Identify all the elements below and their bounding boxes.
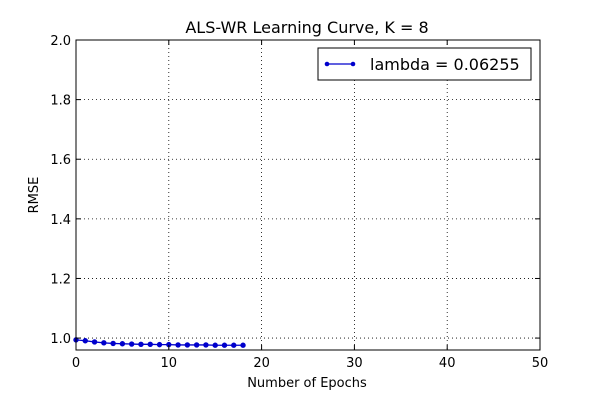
data-point xyxy=(91,339,98,345)
data-point xyxy=(138,341,144,348)
data-point xyxy=(240,342,246,348)
data-point xyxy=(119,341,126,347)
legend-label: lambda = 0.06255 xyxy=(370,55,520,74)
x-axis-label: Number of Epochs xyxy=(247,376,367,391)
y-axis-label: RMSE xyxy=(27,177,42,214)
grid xyxy=(76,40,540,350)
data-point xyxy=(221,342,228,348)
series-layer xyxy=(73,337,246,348)
axis-ticks: 0 10 20 30 40 50 1.0 1.2 1.4 1.6 1.8 2.0 xyxy=(50,34,548,371)
data-point xyxy=(231,342,237,348)
data-point xyxy=(203,342,209,348)
data-point xyxy=(101,340,107,346)
x-tick-label: 50 xyxy=(532,356,549,371)
data-point xyxy=(156,341,163,348)
plot-frame xyxy=(75,39,541,351)
legend-marker xyxy=(350,61,356,67)
legend: lambda = 0.06255 xyxy=(317,47,532,81)
chart-title: ALS-WR Learning Curve, K = 8 xyxy=(185,18,428,37)
legend-marker xyxy=(324,61,330,67)
x-tick-label: 40 xyxy=(439,356,456,371)
data-point xyxy=(110,340,116,347)
x-tick-label: 10 xyxy=(161,356,178,371)
y-tick-label: 2.0 xyxy=(50,34,71,49)
x-tick-label: 0 xyxy=(72,356,80,371)
data-point xyxy=(147,341,153,348)
x-tick-label: 20 xyxy=(253,356,270,371)
y-tick-label: 1.6 xyxy=(50,153,71,168)
data-point xyxy=(128,341,135,347)
y-tick-label: 1.0 xyxy=(50,332,71,347)
data-point xyxy=(212,342,218,348)
y-tick-label: 1.8 xyxy=(50,94,71,109)
y-tick-label: 1.4 xyxy=(50,213,71,228)
data-point xyxy=(193,342,200,348)
data-point xyxy=(184,342,191,348)
data-point xyxy=(82,338,88,344)
y-tick-label: 1.2 xyxy=(50,272,71,287)
data-point xyxy=(175,342,181,348)
x-tick-label: 30 xyxy=(346,356,363,371)
